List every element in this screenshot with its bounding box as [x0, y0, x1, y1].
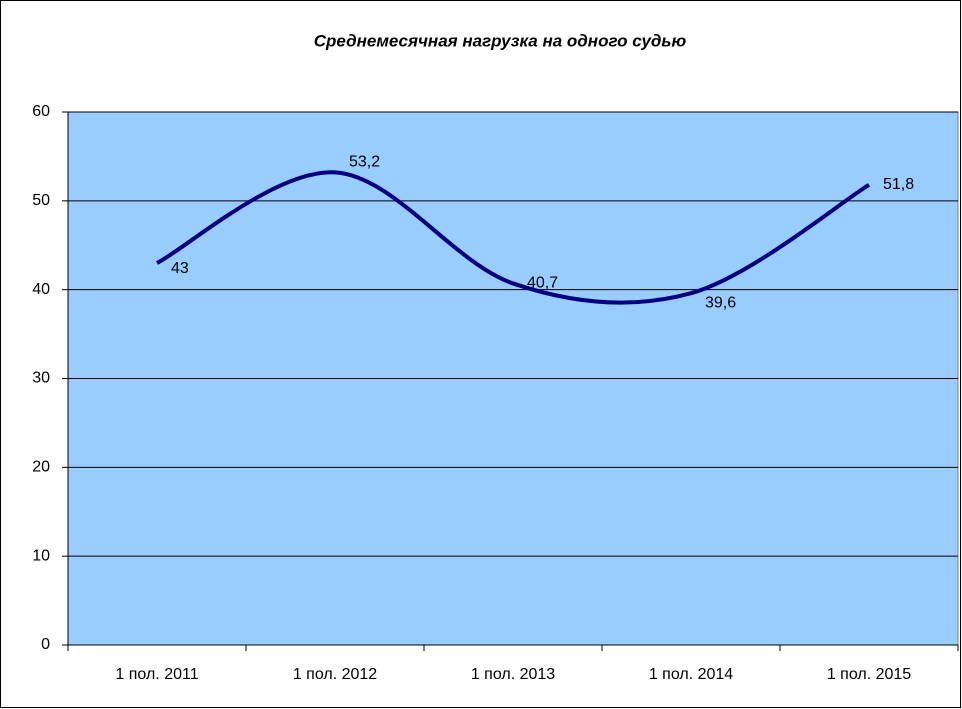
y-tick-label: 20 [32, 459, 50, 476]
x-tick-label: 1 пол. 2013 [471, 666, 555, 683]
x-tick-label: 1 пол. 2011 [115, 666, 198, 683]
y-tick-label: 50 [32, 192, 50, 209]
data-label: 51,8 [883, 176, 914, 193]
y-tick-label: 10 [32, 547, 50, 564]
chart-title: Среднемесячная нагрузка на одного судью [314, 31, 687, 50]
x-tick-label: 1 пол. 2015 [827, 666, 911, 683]
x-tick-label: 1 пол. 2012 [293, 666, 377, 683]
data-label: 39,6 [705, 294, 736, 311]
data-label: 53,2 [349, 154, 380, 171]
y-tick-label: 40 [32, 281, 50, 298]
y-tick-label: 30 [32, 370, 50, 387]
y-tick-label: 0 [41, 636, 50, 653]
y-tick-label: 60 [32, 103, 50, 120]
x-tick-label: 1 пол. 2014 [649, 666, 733, 683]
line [156, 170, 871, 305]
data-label: 40,7 [527, 275, 558, 292]
data-label: 43 [171, 260, 189, 277]
